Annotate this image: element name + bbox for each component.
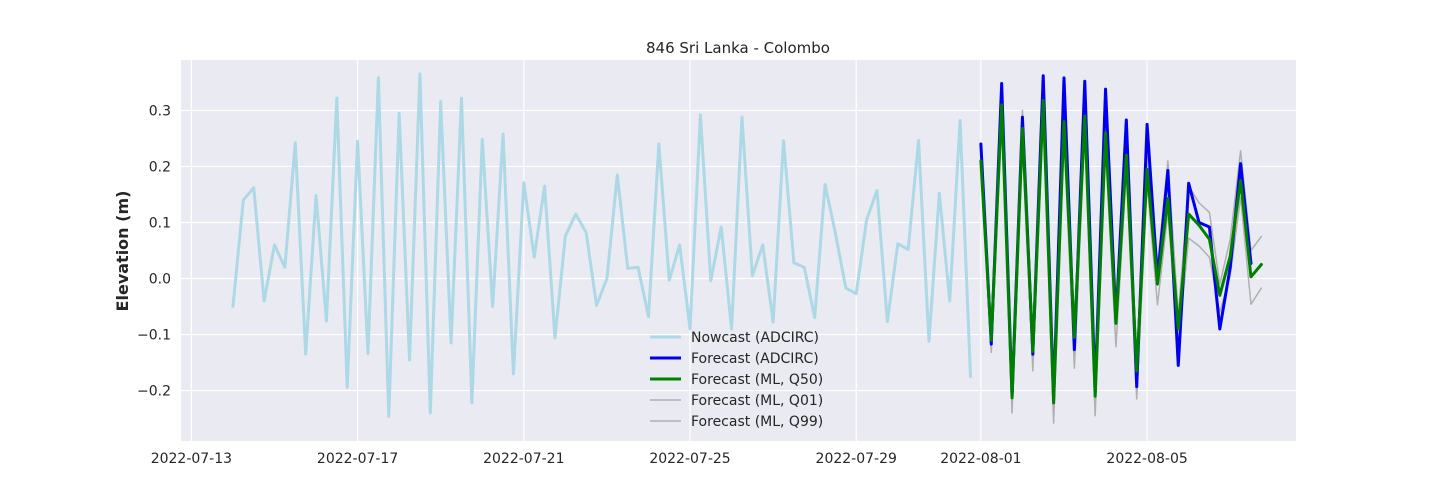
legend-label: Forecast (ML, Q01) xyxy=(691,393,823,409)
x-tick-label: 2022-07-13 xyxy=(151,451,232,467)
x-tick-label: 2022-08-01 xyxy=(940,451,1021,467)
series-line-0 xyxy=(231,72,972,418)
legend-label: Nowcast (ADCIRC) xyxy=(691,330,819,346)
x-tick-label: 2022-07-17 xyxy=(317,451,398,467)
x-tick-label: 2022-07-21 xyxy=(483,451,564,467)
legend-label: Forecast (ML, Q50) xyxy=(691,372,823,388)
series-lines xyxy=(231,72,1263,424)
y-axis-label: Elevation (m) xyxy=(113,191,132,312)
y-tick-label: 0.3 xyxy=(149,103,171,119)
y-tick-label: −0.2 xyxy=(137,384,171,400)
y-tick-label: 0.0 xyxy=(149,272,171,288)
y-tick-labels: −0.2 −0.1 0.0 0.1 0.2 0.3 xyxy=(137,103,171,399)
x-tick-label: 2022-07-29 xyxy=(816,451,897,467)
y-tick-label: −0.1 xyxy=(137,328,171,344)
x-tick-label: 2022-07-25 xyxy=(649,451,730,467)
y-tick-label: 0.1 xyxy=(149,215,171,231)
legend-label: Forecast (ADCIRC) xyxy=(691,351,819,367)
x-tick-labels: 2022-07-13 2022-07-17 2022-07-21 2022-07-25… xyxy=(151,451,1188,467)
legend-label: Forecast (ML, Q99) xyxy=(691,414,823,430)
series-line-2 xyxy=(979,98,1263,405)
legend: Nowcast (ADCIRC) Forecast (ADCIRC) Forecas… xyxy=(650,330,823,430)
chart-title: 846 Sri Lanka - Colombo xyxy=(646,39,830,57)
x-tick-label: 2022-08-05 xyxy=(1106,451,1187,467)
y-tick-label: 0.2 xyxy=(149,159,171,175)
